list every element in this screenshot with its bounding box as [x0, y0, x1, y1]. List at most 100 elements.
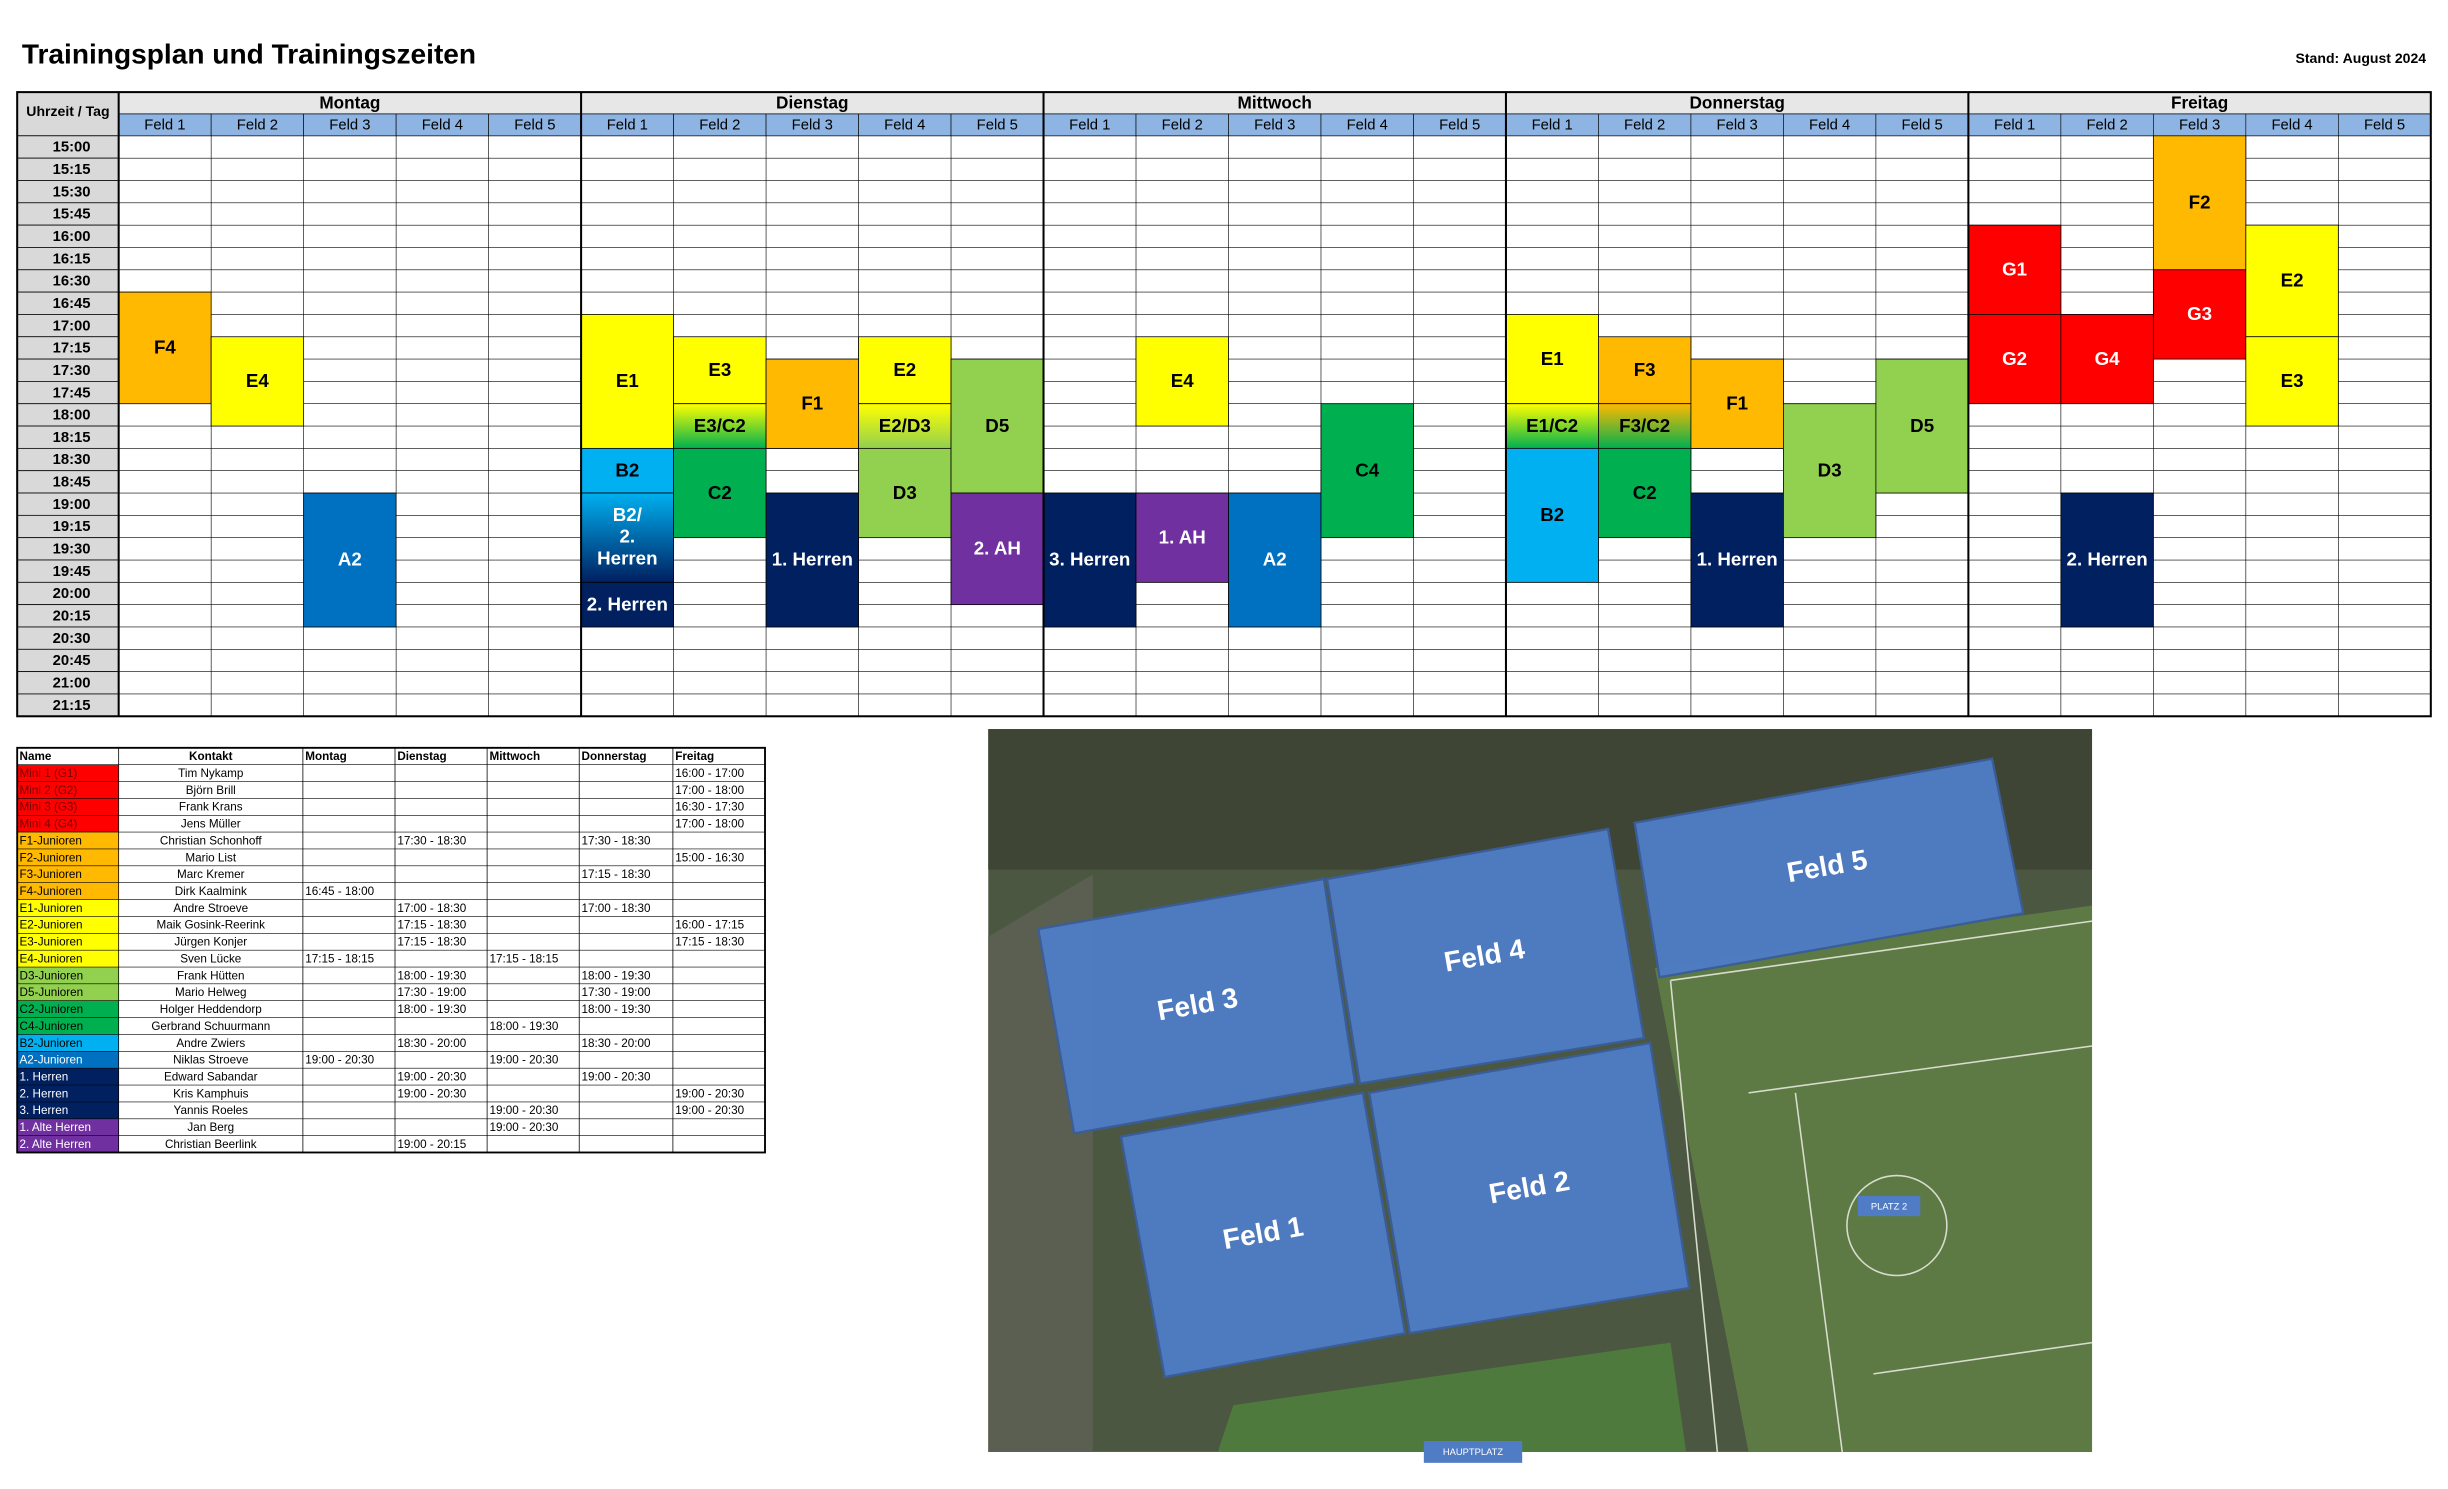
team-name: 1. Alte Herren [20, 1121, 91, 1134]
time-range: 17:00 - 18:30 [397, 902, 466, 915]
contact-name: Gerbrand Schuurmann [151, 1020, 270, 1033]
block-label: Herren [597, 547, 657, 568]
training-block [1135, 492, 1229, 583]
training-block [1505, 447, 1599, 583]
time-label: 19:30 [53, 542, 91, 558]
field-label: Feld 1 [1532, 118, 1573, 134]
team-name: E1-Junioren [20, 902, 83, 915]
contact-name: Jürgen Konjer [174, 936, 247, 949]
block-label: E1/C2 [1526, 415, 1578, 436]
block-label: C2 [1633, 482, 1657, 503]
time-label: 19:00 [53, 497, 91, 513]
title: Trainingsplan und Trainingszeiten [22, 39, 476, 70]
time-label: 15:00 [53, 140, 91, 156]
team-name: A2-Junioren [20, 1054, 83, 1067]
block-label: E3/C2 [694, 415, 746, 436]
time-label: 15:30 [53, 184, 91, 200]
block-label: F2 [2189, 192, 2211, 213]
field-area [1119, 1091, 1407, 1379]
time-range: 17:15 - 18:15 [489, 952, 558, 965]
field-area [1036, 877, 1357, 1135]
column-header: Montag [305, 750, 347, 763]
team-name: C2-Junioren [20, 1003, 84, 1016]
platz2-label: PLATZ 2 [1871, 1201, 1907, 1211]
time-range: 17:30 - 19:00 [397, 986, 466, 999]
contact-name: Andre Zwiers [176, 1037, 245, 1050]
training-block [765, 492, 859, 628]
team-name: 1. Herren [20, 1070, 69, 1083]
field-label: Feld 4 [2271, 118, 2312, 134]
column-header: Kontakt [189, 750, 233, 763]
name-cell [17, 848, 119, 866]
field-label: Feld 3 [1717, 118, 1758, 134]
stand: Stand: August 2024 [2296, 50, 2427, 66]
block-label: 2. Herren [587, 593, 668, 614]
training-block [580, 447, 674, 494]
field-label: Feld 5 [1902, 118, 1943, 134]
name-cell [17, 764, 119, 782]
training-block [765, 358, 859, 449]
field-label: Feld 1 [1994, 118, 2035, 134]
training-block [580, 314, 674, 449]
training-block [2152, 269, 2247, 360]
contact-name: Marc Kremer [177, 868, 245, 881]
column-header: Donnerstag [582, 750, 647, 763]
name-cell [17, 967, 119, 984]
team-name: F1-Junioren [20, 834, 82, 847]
training-block [1505, 314, 1599, 405]
team-name: Mini 4 (G4) [20, 818, 78, 831]
time-range: 16:00 - 17:15 [675, 919, 744, 932]
time-label: 21:00 [53, 675, 91, 691]
contact-name: Björn Brill [186, 784, 236, 797]
block-label: F4 [154, 337, 176, 358]
column-header: Dienstag [397, 750, 446, 763]
block-label: C4 [1355, 459, 1380, 480]
block-label: 1. Herren [772, 549, 853, 570]
team-name: E4-Junioren [20, 952, 83, 965]
training-block [1598, 403, 1692, 449]
training-block [673, 403, 767, 449]
time-range: 17:30 - 19:00 [582, 986, 651, 999]
pitch-lines [1669, 920, 2093, 1453]
name-cell [17, 798, 119, 816]
contact-name: Tim Nykamp [178, 767, 244, 780]
field-area [1633, 757, 2025, 979]
block-label: A2 [338, 549, 362, 570]
block-label: A2 [1263, 549, 1287, 570]
team-name: B2-Junioren [20, 1037, 83, 1050]
field-area [1325, 827, 1646, 1085]
training-block [1043, 492, 1137, 628]
time-label: 21:15 [53, 698, 91, 714]
training-block [673, 336, 767, 405]
training-block [118, 291, 212, 405]
training-block [1967, 314, 2062, 405]
team-name: D5-Junioren [20, 986, 84, 999]
block-label: F1 [801, 392, 823, 413]
time-range: 18:30 - 20:00 [397, 1037, 466, 1050]
hauptplatz-grass [1217, 1342, 1687, 1452]
time-range: 19:00 - 20:30 [397, 1087, 466, 1100]
training-block [2245, 224, 2339, 338]
contact-name: Dirk Kaalmink [175, 885, 247, 898]
time-range: 19:00 - 20:30 [489, 1104, 558, 1117]
training-block [1135, 336, 1229, 427]
field-label: Feld 4 [1809, 118, 1850, 134]
field-label: Feld 2 [1624, 118, 1665, 134]
field-area [1367, 1041, 1691, 1335]
block-label: G3 [2187, 303, 2212, 324]
training-block [858, 447, 952, 539]
contact-name: Christian Beerlink [165, 1138, 257, 1151]
field-label: Feld 4 [1347, 118, 1388, 134]
block-label: E1 [1541, 348, 1564, 369]
time-label: 15:45 [53, 207, 91, 223]
time-range: 19:00 - 20:30 [305, 1054, 374, 1067]
name-cell [17, 1017, 119, 1035]
time-range: 19:00 - 20:30 [489, 1054, 558, 1067]
time-label: 16:30 [53, 274, 91, 290]
time-label: 16:00 [53, 229, 91, 245]
field-label: Feld 5 [977, 118, 1018, 134]
name-cell [17, 1000, 119, 1018]
block-label: E4 [1171, 370, 1194, 391]
time-range: 15:00 - 16:30 [675, 851, 744, 864]
training-block [1598, 447, 1692, 539]
